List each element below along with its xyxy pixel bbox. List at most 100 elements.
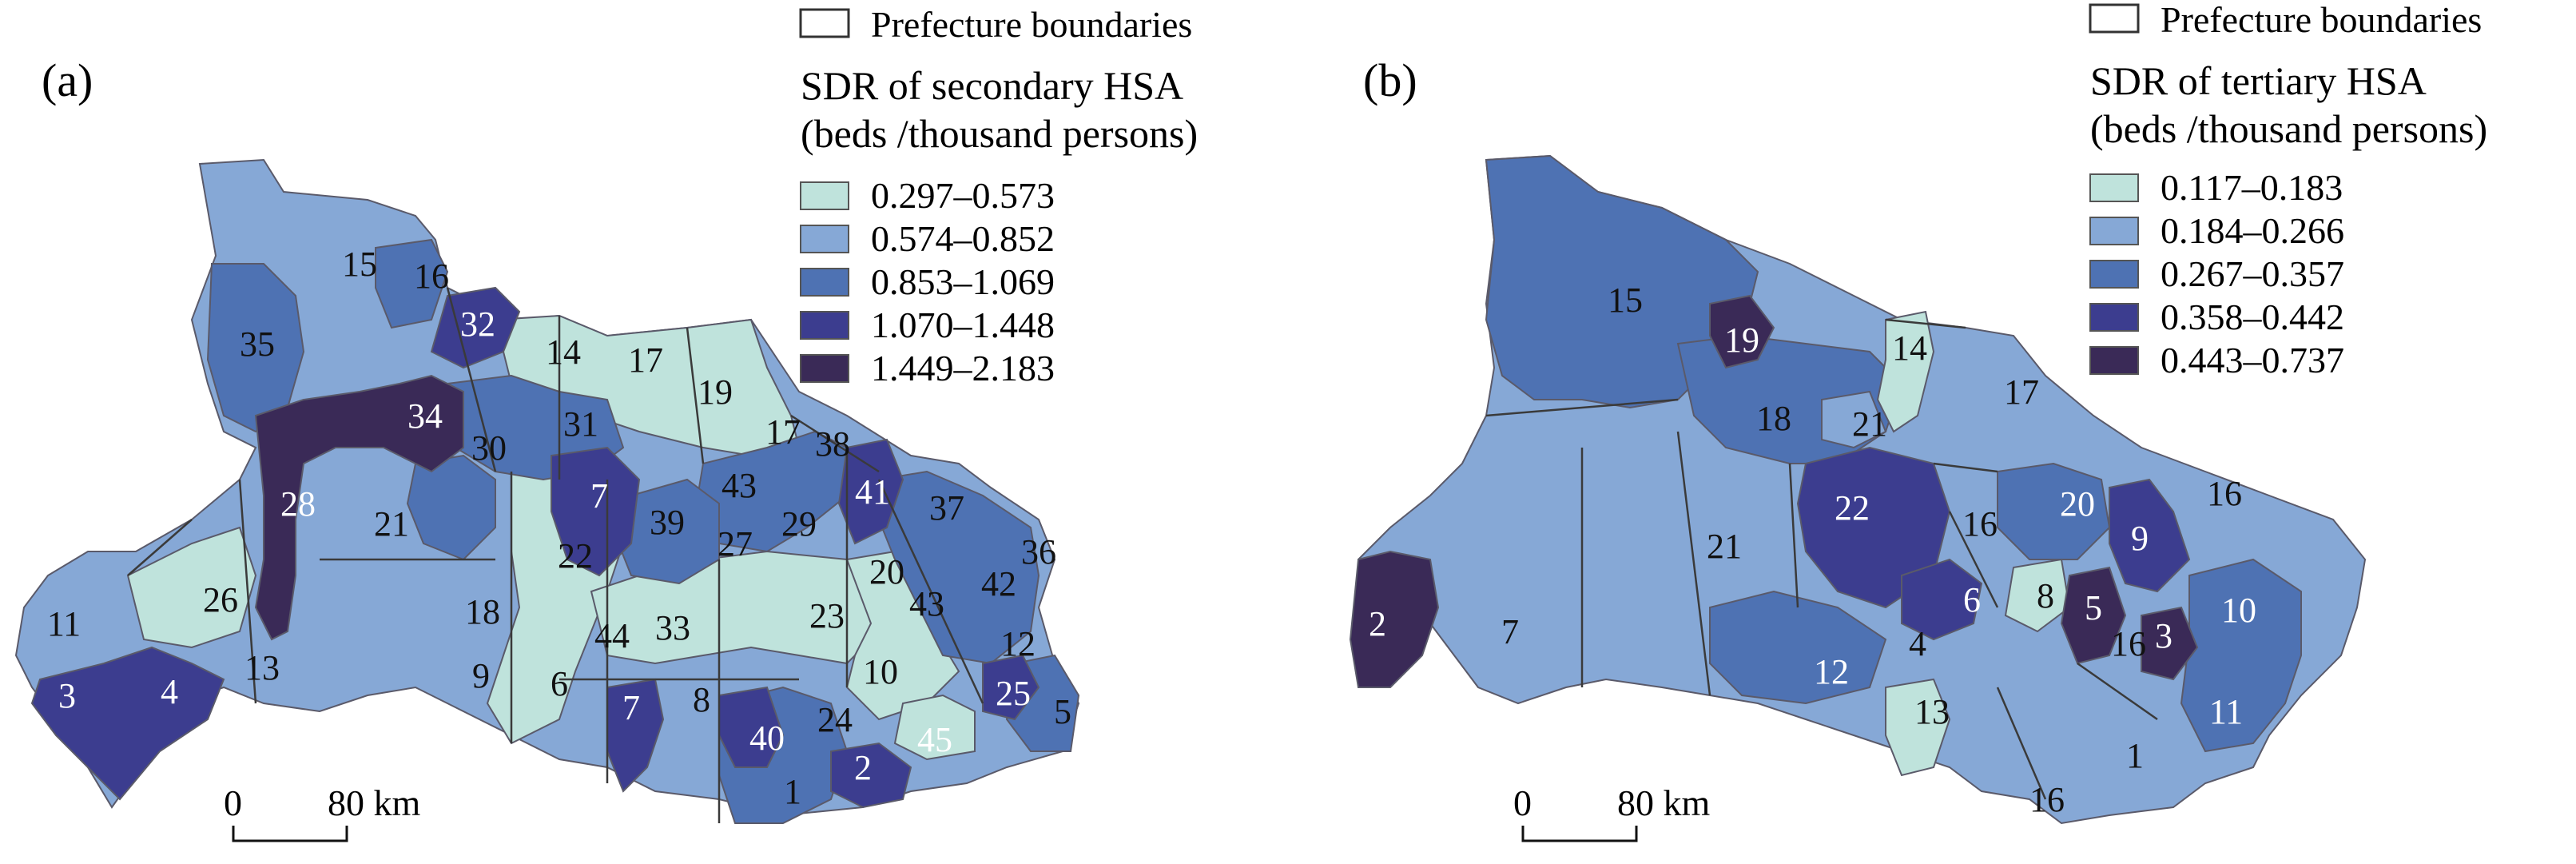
region-number-label: 16 (2029, 780, 2065, 819)
region-number-label: 22 (558, 536, 593, 575)
legend-swatch (800, 354, 849, 383)
region-number-label: 30 (471, 428, 507, 468)
region-number-label: 43 (909, 584, 944, 623)
region-number-label: 1 (2126, 736, 2144, 775)
region-number-label: 18 (465, 592, 500, 631)
prefecture-boundaries-a (127, 287, 984, 823)
region-b-6 (1901, 558, 1983, 641)
region-a-2 (830, 742, 912, 809)
panel-b-label: (b) (1363, 54, 1417, 106)
scale-bar-a: 0 80 km (224, 782, 421, 842)
region-number-label: 13 (1914, 692, 1950, 731)
region-number-label: 2 (1369, 604, 1386, 643)
region-a-16 (375, 238, 449, 329)
region-number-label: 12 (1000, 624, 1036, 663)
legend-classes-b: 0.117–0.1830.184–0.2660.267–0.3570.358–0… (2089, 167, 2344, 380)
region-number-label: 20 (2060, 484, 2095, 524)
region-number-label: 20 (869, 552, 904, 591)
region-number-label: 45 (917, 720, 952, 759)
region-number-label: 24 (817, 700, 853, 739)
legend-class-label: 0.267–0.357 (2161, 253, 2344, 294)
region-number-label: 21 (1852, 404, 1887, 444)
region-b-10-11 (2180, 558, 2302, 753)
region-number-label: 26 (203, 580, 238, 619)
region-number-label: 16 (414, 257, 449, 296)
region-number-label: 4 (161, 672, 178, 711)
region-b-9 (2109, 478, 2191, 593)
region-number-label: 21 (374, 504, 409, 543)
region-number-label: 11 (2209, 692, 2243, 731)
scale-zero-a: 0 (224, 782, 242, 823)
panel-a-label: (a) (42, 54, 93, 106)
scale-line-a (232, 826, 348, 842)
region-number-label: 2 (854, 748, 872, 787)
region-number-label: 31 (563, 404, 598, 444)
region-a-7-north (551, 446, 641, 577)
region-number-label: 6 (551, 664, 568, 703)
region-number-label: 29 (781, 504, 817, 543)
region-number-label: 16 (2111, 624, 2146, 663)
region-number-label: 19 (698, 372, 733, 412)
legend-class-label: 0.574–0.852 (871, 218, 1055, 259)
legend-class-label: 1.070–1.448 (871, 305, 1055, 345)
region-number-label: 40 (749, 719, 785, 758)
region-number-label: 17 (2004, 372, 2039, 412)
legend-swatch (2089, 346, 2139, 375)
region-number-label: 3 (58, 676, 76, 715)
region-number-label: 18 (1756, 399, 1791, 438)
region-b-20 (1997, 462, 2111, 560)
region-number-label: 8 (693, 680, 710, 719)
scale-zero-b: 0 (1513, 782, 1532, 823)
legend-swatch (800, 181, 849, 210)
region-number-label: 34 (407, 396, 443, 436)
region-number-label: 3 (2155, 616, 2173, 655)
region-b-14 (1876, 310, 1935, 433)
legend-title-b-1: SDR of tertiary HSA (2090, 58, 2427, 103)
region-number-label: 38 (815, 424, 850, 464)
region-number-label: 9 (2131, 519, 2149, 558)
region-number-label: 5 (1054, 692, 1071, 731)
region-number-label: 15 (1608, 281, 1643, 320)
region-number-label: 1 (784, 772, 801, 811)
legend-class-label: 0.297–0.573 (871, 175, 1055, 216)
map-panel-b (1349, 154, 2367, 825)
legend-swatch (800, 268, 849, 297)
region-b-8 (2004, 558, 2071, 633)
region-number-label: 15 (342, 245, 377, 284)
region-number-label: 25 (996, 674, 1031, 713)
region-number-label: 21 (1707, 527, 1742, 566)
legend-title-b-2: (beds /thousand persons) (2090, 106, 2487, 151)
legend-class-label: 1.449–2.183 (871, 348, 1055, 388)
legend-class-label: 0.853–1.069 (871, 261, 1055, 302)
legend-title-a-1: SDR of secondary HSA (801, 63, 1183, 108)
legend-class-label: 0.184–0.266 (2161, 210, 2344, 251)
region-a-21-sub (406, 454, 496, 561)
legend-title-a-2: (beds /thousand persons) (801, 111, 1198, 156)
region-a-3-4 (30, 646, 225, 801)
region-a-34-28 (254, 374, 464, 641)
prefecture-boundaries-b (1485, 318, 2158, 800)
region-number-label: 19 (1724, 321, 1759, 360)
region-number-label: 12 (1814, 652, 1849, 691)
region-number-label: 14 (1892, 328, 1927, 368)
region-number-label: 23 (809, 596, 845, 635)
region-number-label: 9 (472, 656, 490, 695)
region-number-label: 4 (1909, 624, 1926, 663)
region-number-label: 7 (590, 476, 608, 516)
map-panel-a (14, 158, 1080, 824)
region-number-label: 8 (2037, 576, 2054, 615)
legend-classes-a: 0.297–0.5730.574–0.8520.853–1.0691.070–1… (800, 175, 1055, 388)
region-a-41 (837, 438, 904, 545)
region-number-label: 5 (2085, 588, 2102, 627)
region-number-label: 7 (1501, 612, 1519, 651)
region-number-label: 32 (460, 305, 495, 344)
region-number-label: 36 (1021, 532, 1056, 571)
region-b-2 (1349, 550, 1440, 688)
region-number-label: 43 (722, 466, 757, 505)
legend-swatch (2089, 303, 2139, 332)
boundary-swatch-b (2089, 3, 2140, 34)
legend-swatch (2089, 260, 2139, 289)
region-number-label: 27 (718, 524, 753, 563)
region-number-label: 37 (929, 488, 964, 528)
boundary-swatch-a (799, 8, 850, 38)
